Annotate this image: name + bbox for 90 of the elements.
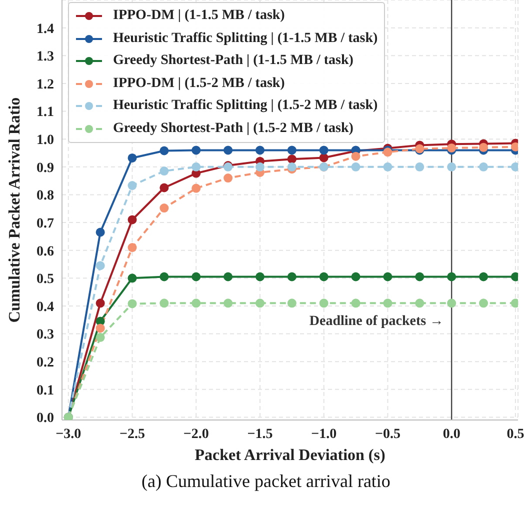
point [96, 261, 105, 270]
x-tick-label: −2.0 [183, 426, 209, 442]
y-tick-label: 0.2 [36, 356, 54, 371]
point [415, 272, 424, 282]
y-tick-label: 0.9 [36, 160, 54, 176]
x-tick-label: −1.5 [247, 426, 273, 442]
point [383, 162, 392, 172]
y-tick-label: 0.7 [36, 216, 54, 232]
point [96, 228, 105, 237]
point [192, 272, 201, 282]
point [160, 272, 169, 282]
y-tick-label: 1.3 [36, 50, 54, 65]
ref-line-label: Deadline of packets → [309, 314, 444, 329]
point [192, 162, 201, 172]
point [415, 162, 424, 172]
point [319, 153, 328, 162]
point [128, 243, 137, 252]
y-tick-label: 0.5 [36, 272, 54, 288]
y-tick-label: 0.8 [36, 188, 54, 204]
point [287, 162, 296, 172]
point [192, 298, 201, 308]
y-tick-label: 1.0 [36, 133, 54, 148]
x-tick-label: −1.0 [311, 426, 337, 442]
point [319, 146, 328, 155]
point [287, 272, 296, 282]
point [160, 298, 169, 308]
point [224, 272, 233, 282]
y-tick-label: 1.4 [36, 22, 54, 37]
y-tick-label: 0.0 [36, 411, 54, 426]
x-tick-label: −2.5 [120, 426, 145, 442]
point [160, 146, 169, 156]
y-tick-label: 0.4 [36, 300, 54, 315]
point [96, 298, 105, 308]
y-axis-title: Cumulative Packet Arrival Ratio [6, 97, 24, 323]
point [287, 146, 296, 155]
point [255, 298, 264, 308]
point [479, 162, 488, 172]
point [447, 272, 456, 282]
point [447, 162, 456, 172]
point [192, 184, 201, 193]
point [351, 162, 360, 172]
point [128, 153, 137, 162]
point [319, 272, 328, 282]
legend-label: Heuristic Traffic Splitting | (1-1.5 MB / task) [113, 30, 378, 47]
point [287, 154, 296, 164]
y-tick-label: 0.1 [36, 383, 54, 398]
y-tick-label: 1.1 [36, 105, 54, 120]
point [224, 174, 233, 183]
legend-label: Greedy Shortest-Path | (1.5-2 MB / task) [113, 120, 354, 137]
x-tick-label: 0.5 [506, 426, 524, 442]
legend-label: IPPO-DM | (1.5-2 MB / task) [113, 76, 285, 92]
x-tick-label: 0.0 [442, 426, 460, 442]
point [128, 215, 137, 224]
point [447, 143, 456, 152]
point [255, 272, 264, 282]
point [479, 298, 488, 308]
point [192, 146, 201, 155]
y-tick-label: 0.6 [36, 244, 54, 260]
y-tick-label: 0.3 [36, 328, 54, 343]
point [447, 298, 456, 308]
text: (a) Cumulative packet arrival ratio [140, 470, 392, 492]
x-axis-title: Packet Arrival Deviation (s) [194, 447, 386, 464]
point [479, 272, 488, 282]
legend-label: Heuristic Traffic Splitting | (1.5-2 MB / task) [113, 98, 378, 114]
point [351, 272, 360, 282]
legend-label: Greedy Shortest-Path | (1-1.5 MB / task) [113, 53, 354, 70]
point [128, 274, 137, 283]
x-tick-label: −3.0 [56, 426, 82, 442]
point [160, 183, 169, 192]
legend-label: IPPO-DM | (1-1.5 MB / task) [113, 8, 285, 24]
point [96, 324, 105, 333]
point [96, 332, 105, 342]
point [160, 204, 169, 213]
point [319, 298, 328, 308]
point [415, 298, 424, 308]
point [383, 272, 392, 282]
point [224, 298, 233, 308]
y-tick-label: 1.2 [36, 77, 54, 92]
point [255, 146, 264, 155]
point [160, 166, 169, 176]
point [351, 152, 360, 161]
point [255, 162, 264, 172]
x-tick-label: −0.5 [374, 426, 400, 442]
point [383, 298, 392, 308]
point [128, 299, 137, 308]
point [351, 298, 360, 308]
point [479, 142, 488, 152]
point [287, 298, 296, 308]
point [224, 146, 233, 155]
point [128, 181, 137, 190]
